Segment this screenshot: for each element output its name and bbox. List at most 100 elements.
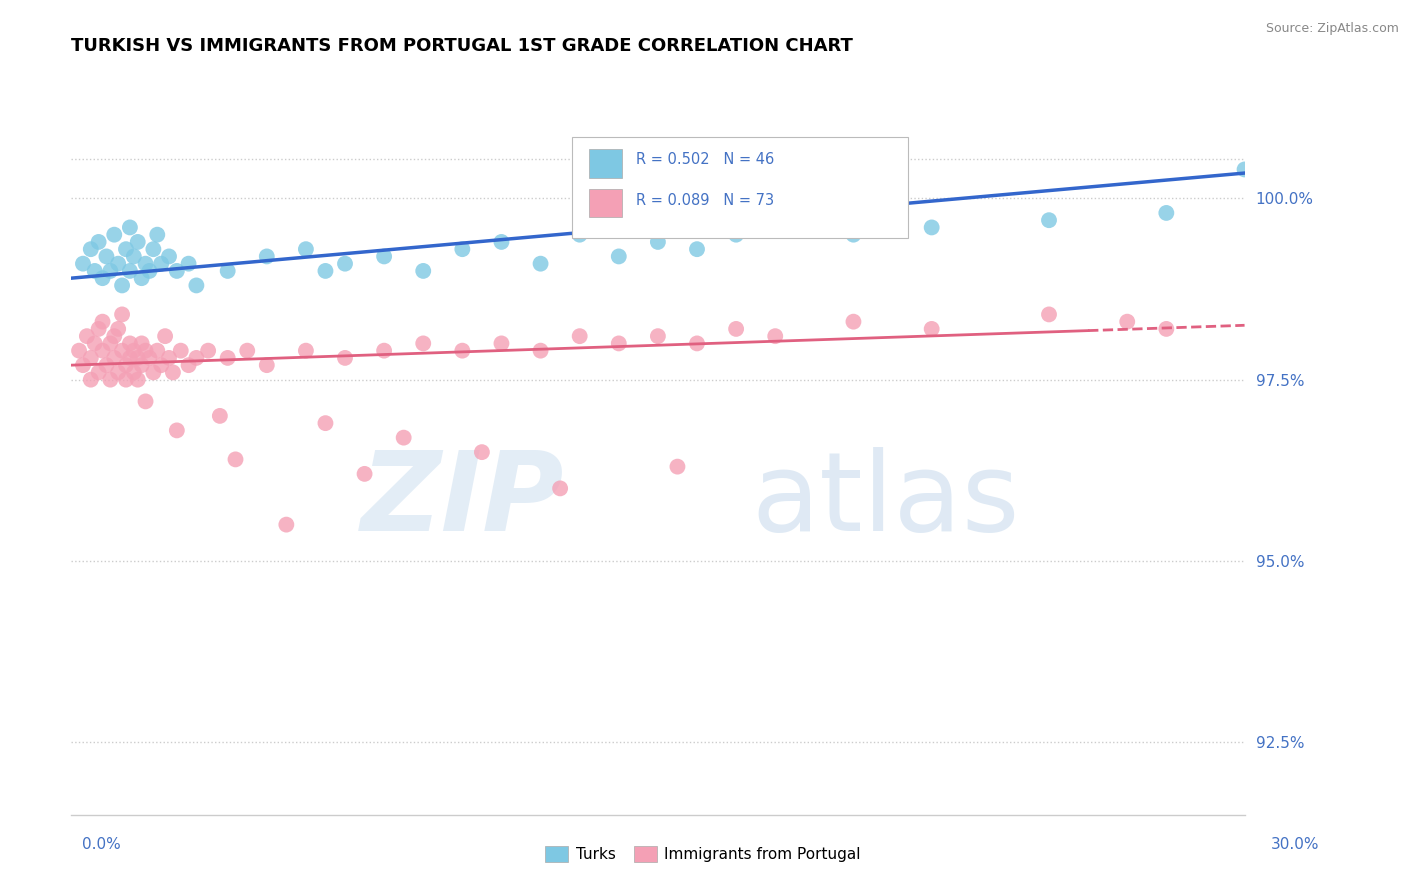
Point [763, 329, 786, 343]
Point [256, 358, 278, 372]
FancyBboxPatch shape [572, 136, 908, 238]
Point [96, 358, 118, 372]
Point [157, 249, 180, 263]
Point [111, 307, 134, 321]
Point [166, 264, 188, 278]
Point [276, 517, 298, 532]
Point [197, 343, 219, 358]
Point [412, 336, 434, 351]
Point [491, 235, 513, 249]
Point [127, 235, 149, 249]
FancyBboxPatch shape [589, 149, 621, 178]
Point [568, 227, 591, 242]
Text: R = 0.502   N = 46: R = 0.502 N = 46 [636, 153, 773, 168]
Point [177, 257, 200, 271]
Point [157, 351, 180, 365]
Text: Source: ZipAtlas.com: Source: ZipAtlas.com [1265, 22, 1399, 36]
Point [111, 343, 134, 358]
Point [166, 424, 188, 438]
Text: ZIP: ZIP [360, 448, 564, 555]
Point [177, 358, 200, 372]
Point [118, 264, 141, 278]
Point [1038, 307, 1060, 321]
Point [686, 336, 709, 351]
Point [607, 336, 630, 351]
Point [103, 351, 125, 365]
Point [256, 249, 278, 263]
Point [91, 343, 114, 358]
Point [1156, 206, 1178, 220]
Point [451, 343, 474, 358]
Point [451, 242, 474, 256]
Point [122, 249, 145, 263]
Point [131, 271, 153, 285]
Point [170, 343, 193, 358]
Text: TURKISH VS IMMIGRANTS FROM PORTUGAL 1ST GRADE CORRELATION CHART: TURKISH VS IMMIGRANTS FROM PORTUGAL 1ST … [72, 37, 853, 55]
Point [107, 257, 129, 271]
Point [921, 220, 943, 235]
Point [80, 242, 103, 256]
Point [1116, 315, 1139, 329]
Point [67, 343, 90, 358]
Point [607, 249, 630, 263]
Point [107, 322, 129, 336]
Point [111, 278, 134, 293]
Point [314, 264, 336, 278]
Point [568, 329, 591, 343]
Point [392, 431, 415, 445]
Point [763, 220, 786, 235]
Point [80, 351, 103, 365]
Point [150, 257, 173, 271]
Point [98, 264, 121, 278]
Point [131, 358, 153, 372]
Point [98, 336, 121, 351]
Point [98, 373, 121, 387]
Point [725, 322, 748, 336]
Point [142, 365, 165, 379]
Point [76, 329, 98, 343]
Point [135, 394, 157, 409]
Point [87, 365, 110, 379]
Point [921, 322, 943, 336]
Point [142, 242, 165, 256]
Point [208, 409, 231, 423]
Point [333, 257, 356, 271]
Point [96, 249, 118, 263]
FancyBboxPatch shape [589, 189, 621, 218]
Point [150, 358, 173, 372]
Point [666, 459, 689, 474]
Point [122, 343, 145, 358]
Point [314, 416, 336, 430]
Point [529, 257, 551, 271]
Point [295, 242, 318, 256]
Point [842, 227, 865, 242]
Point [725, 227, 748, 242]
Point [1038, 213, 1060, 227]
Point [72, 358, 94, 372]
Point [135, 343, 157, 358]
Point [83, 264, 105, 278]
Point [87, 322, 110, 336]
Point [131, 336, 153, 351]
Point [236, 343, 259, 358]
Point [118, 336, 141, 351]
Point [548, 482, 571, 496]
Point [412, 264, 434, 278]
Point [186, 278, 208, 293]
Text: R = 0.089   N = 73: R = 0.089 N = 73 [636, 193, 773, 208]
Point [118, 351, 141, 365]
Text: 30.0%: 30.0% [1271, 838, 1319, 852]
Point [186, 351, 208, 365]
Point [162, 365, 184, 379]
Point [217, 264, 239, 278]
Point [87, 235, 110, 249]
Text: atlas: atlas [752, 448, 1021, 555]
Point [224, 452, 246, 467]
Point [1233, 162, 1256, 177]
Point [842, 315, 865, 329]
Text: 0.0%: 0.0% [82, 838, 121, 852]
Point [122, 365, 145, 379]
Point [1156, 322, 1178, 336]
Point [91, 315, 114, 329]
Point [471, 445, 494, 459]
